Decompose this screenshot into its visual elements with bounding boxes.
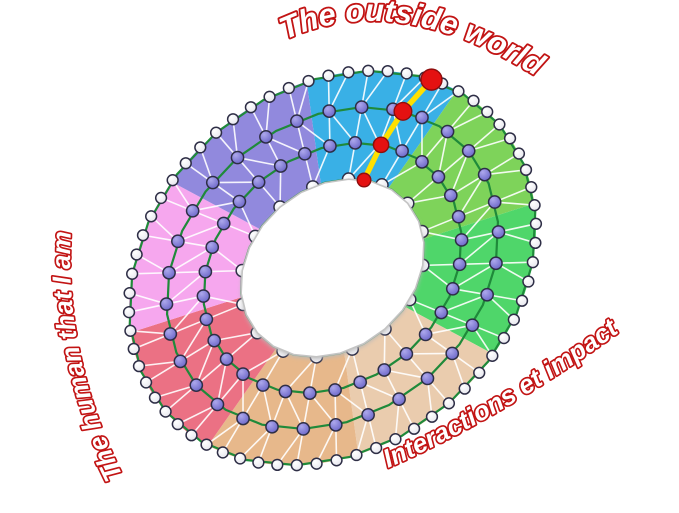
svg-text:The outside world: The outside world (274, 0, 551, 83)
svg-text:The human that I am: The human that I am (46, 231, 128, 487)
